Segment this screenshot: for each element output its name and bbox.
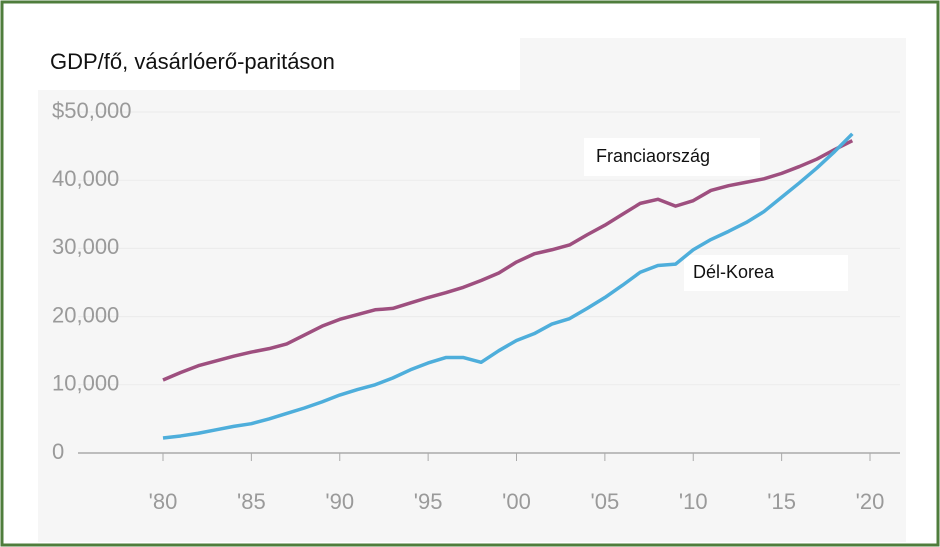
title-box — [38, 38, 520, 90]
x-tick-label: '80 — [149, 489, 178, 514]
data-line — [162, 139, 854, 382]
series-label: Franciaország — [596, 146, 710, 166]
x-tick-label: '05 — [591, 489, 620, 514]
x-tick-label: '90 — [325, 489, 354, 514]
y-tick-label: 40,000 — [52, 166, 119, 191]
x-tick-label: '85 — [237, 489, 266, 514]
x-tick-label: '15 — [767, 489, 796, 514]
x-tick-label: '95 — [414, 489, 443, 514]
x-tick-label: '10 — [679, 489, 708, 514]
x-tick-label: '00 — [502, 489, 531, 514]
y-tick-label: 10,000 — [52, 371, 119, 396]
x-tick-label: '20 — [856, 489, 885, 514]
y-tick-label: 30,000 — [52, 234, 119, 259]
data-line — [162, 132, 854, 440]
label-box — [584, 138, 760, 176]
y-tick-label: 0 — [52, 439, 64, 464]
label-box — [684, 255, 848, 291]
y-tick-label: $50,000 — [52, 98, 132, 123]
chart-title: GDP/fő, vásárlóerő-paritáson — [50, 49, 335, 74]
y-tick-label: 20,000 — [52, 302, 119, 327]
series-label: Dél-Korea — [693, 262, 775, 282]
